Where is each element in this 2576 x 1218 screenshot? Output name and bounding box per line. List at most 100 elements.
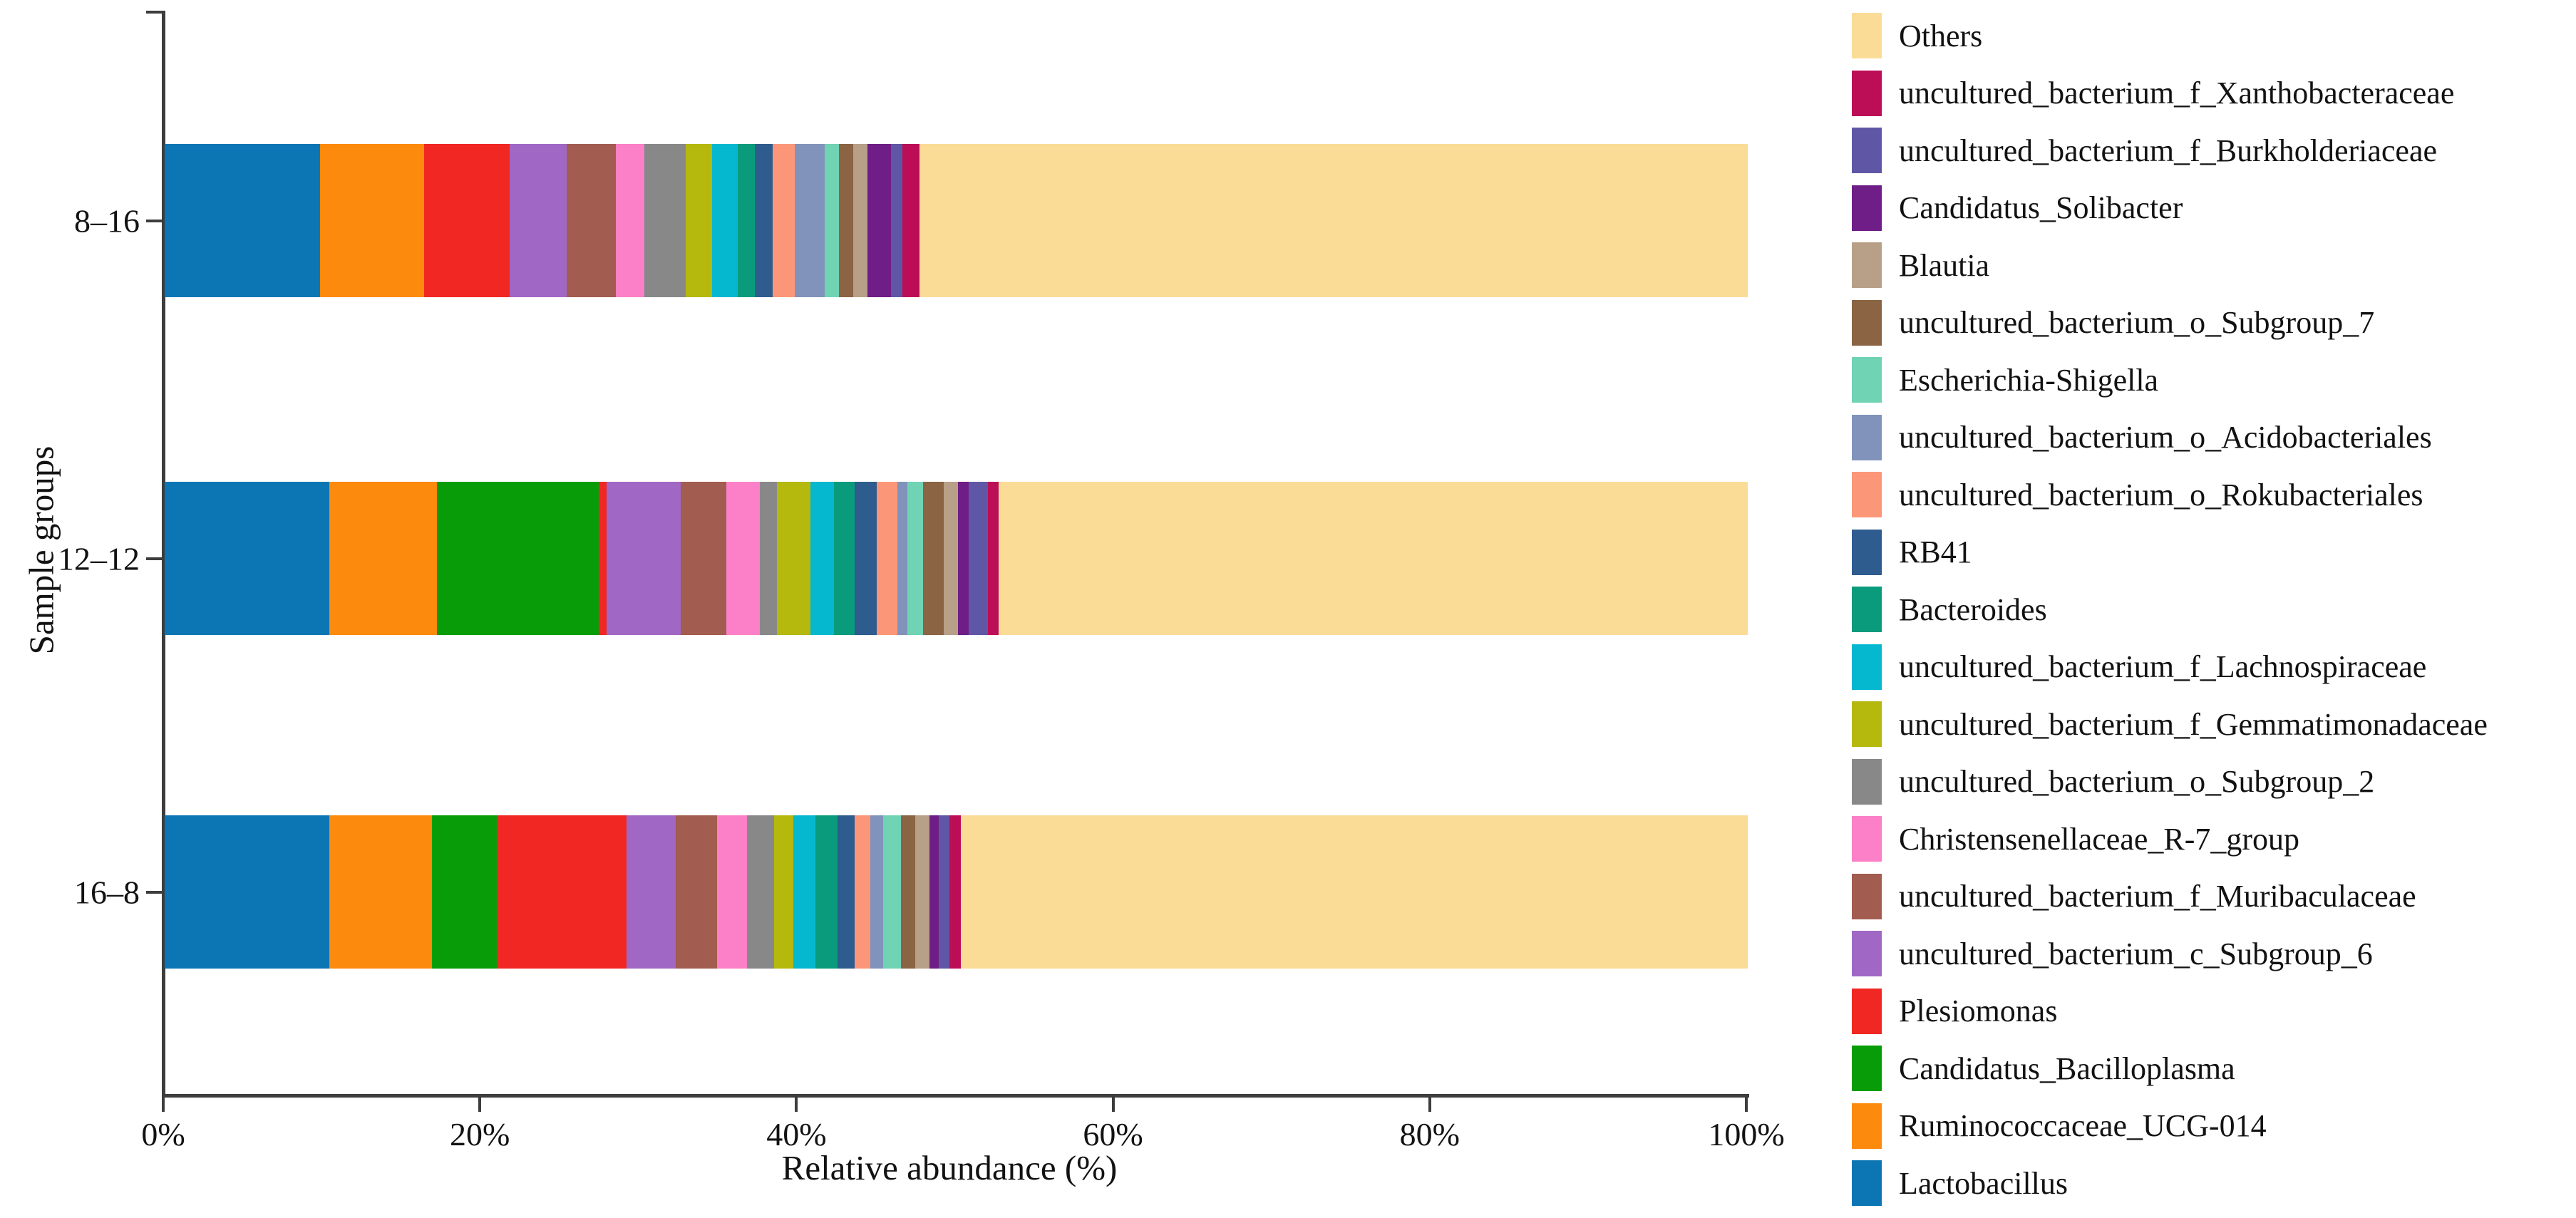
bar-segment-uncultured_bacterium_f_Gemmatimonadaceae — [777, 482, 811, 635]
bar-segment-uncultured_bacterium_o_Rokubacteriales — [772, 144, 795, 297]
legend-swatch-uncultured_bacterium_f_Muribaculaceae — [1852, 873, 1882, 919]
x-tick-label-20%: 20% — [450, 1116, 510, 1152]
bar-segment-Blautia — [943, 482, 958, 635]
legend-swatch-Others — [1852, 13, 1882, 58]
bar-segment-uncultured_bacterium_f_Gemmatimonadaceae — [774, 815, 793, 969]
bar-segment-uncultured_bacterium_f_Muribaculaceae — [567, 144, 616, 297]
bar-segment-Escherichia-Shigella — [907, 482, 923, 635]
legend-swatch-Candidatus_Solibacter — [1852, 185, 1882, 231]
legend-swatch-uncultured_bacterium_f_Lachnospiraceae — [1852, 644, 1882, 690]
bar-segment-Escherichia-Shigella — [883, 815, 901, 969]
legend-item-Escherichia-Shigella: Escherichia-Shigella — [1852, 357, 2158, 403]
bar-segment-uncultured_bacterium_o_Acidobacteriales — [870, 815, 884, 969]
legend-item-uncultured_bacterium_o_Rokubacteriales: uncultured_bacterium_o_Rokubacteriales — [1852, 472, 2423, 517]
legend-swatch-Escherichia-Shigella — [1852, 357, 1882, 403]
bar-segment-uncultured_bacterium_o_Subgroup_2 — [747, 815, 774, 969]
legend-swatch-uncultured_bacterium_o_Rokubacteriales — [1852, 472, 1882, 517]
y-tick-label-16–8: 16–8 — [74, 874, 140, 910]
bar-segment-Christensenellaceae_R-7_group — [717, 815, 748, 969]
legend-item-uncultured_bacterium_f_Xanthobacteraceae: uncultured_bacterium_f_Xanthobacteraceae — [1852, 70, 2455, 116]
x-tick-100% — [1745, 1098, 1748, 1112]
legend-label-uncultured_bacterium_f_Lachnospiraceae: uncultured_bacterium_f_Lachnospiraceae — [1899, 649, 2427, 684]
legend-item-Plesiomonas: Plesiomonas — [1852, 988, 2057, 1034]
legend-item-uncultured_bacterium_f_Muribaculaceae: uncultured_bacterium_f_Muribaculaceae — [1852, 873, 2416, 919]
bar-segment-Others — [919, 144, 1748, 297]
bar-segment-uncultured_bacterium_f_Lachnospiraceae — [712, 144, 738, 297]
bar-segment-Bacteroides — [815, 815, 838, 969]
y-axis-line — [162, 11, 165, 1098]
legend-item-Bacteroides: Bacteroides — [1852, 587, 2047, 632]
bar-segment-Ruminococcaceae_UCG-014 — [329, 482, 437, 635]
legend-item-Candidatus_Bacilloplasma: Candidatus_Bacilloplasma — [1852, 1046, 2235, 1091]
bar-segment-uncultured_bacterium_o_Subgroup_2 — [760, 482, 778, 635]
bar-segment-Others — [961, 815, 1748, 969]
legend-label-RB41: RB41 — [1899, 535, 1972, 569]
bar-segment-Candidatus_Bacilloplasma — [432, 815, 498, 969]
legend-label-Others: Others — [1899, 18, 1983, 53]
legend-label-Christensenellaceae_R-7_group: Christensenellaceae_R-7_group — [1899, 821, 2300, 857]
x-tick-40% — [795, 1098, 798, 1112]
bar-segment-Lactobacillus — [165, 144, 320, 297]
x-tick-60% — [1111, 1098, 1115, 1112]
bar-segment-uncultured_bacterium_o_Rokubacteriales — [877, 482, 898, 635]
legend-item-uncultured_bacterium_f_Lachnospiraceae: uncultured_bacterium_f_Lachnospiraceae — [1852, 644, 2426, 690]
bar-segment-uncultured_bacterium_o_Rokubacteriales — [855, 815, 871, 969]
bar-8–16 — [165, 144, 1748, 297]
y-tick-16–8 — [146, 890, 162, 894]
bar-segment-RB41 — [855, 482, 877, 635]
bar-12–12 — [165, 482, 1748, 635]
y-tick-label-8–16: 8–16 — [74, 202, 140, 239]
legend-label-uncultured_bacterium_f_Xanthobacteraceae: uncultured_bacterium_f_Xanthobacteraceae — [1899, 76, 2455, 110]
legend-item-uncultured_bacterium_f_Burkholderiaceae: uncultured_bacterium_f_Burkholderiaceae — [1852, 128, 2437, 173]
legend-item-Lactobacillus: Lactobacillus — [1852, 1160, 2068, 1206]
bar-segment-Blautia — [915, 815, 929, 969]
legend-swatch-uncultured_bacterium_f_Burkholderiaceae — [1852, 128, 1882, 173]
bar-segment-uncultured_bacterium_f_Muribaculaceae — [680, 482, 727, 635]
legend-swatch-Lactobacillus — [1852, 1160, 1882, 1206]
legend-item-uncultured_bacterium_o_Subgroup_7: uncultured_bacterium_o_Subgroup_7 — [1852, 299, 2375, 346]
bar-segment-RB41 — [837, 815, 855, 969]
bar-segment-Others — [999, 482, 1748, 635]
bar-segment-Escherichia-Shigella — [825, 144, 840, 297]
bar-segment-uncultured_bacterium_f_Gemmatimonadaceae — [685, 144, 713, 297]
legend-item-Ruminococcaceae_UCG-014: Ruminococcaceae_UCG-014 — [1852, 1103, 2267, 1149]
bar-segment-Christensenellaceae_R-7_group — [615, 144, 644, 297]
legend-item-Candidatus_Solibacter: Candidatus_Solibacter — [1852, 185, 2183, 231]
legend-swatch-uncultured_bacterium_o_Subgroup_7 — [1852, 299, 1882, 346]
y-tick-label-12–12: 12–12 — [58, 540, 140, 577]
bar-segment-uncultured_bacterium_f_Xanthobacteraceae — [902, 144, 920, 297]
bar-segment-uncultured_bacterium_f_Burkholderiaceae — [938, 815, 950, 969]
bar-segment-uncultured_bacterium_o_Acidobacteriales — [897, 482, 907, 635]
y-tick-8–16 — [146, 219, 162, 222]
legend-swatch-uncultured_bacterium_c_Subgroup_6 — [1852, 931, 1882, 976]
legend-item-uncultured_bacterium_o_Acidobacteriales: uncultured_bacterium_o_Acidobacteriales — [1852, 414, 2432, 460]
bar-segment-uncultured_bacterium_o_Acidobacteriales — [794, 144, 825, 297]
x-tick-label-40%: 40% — [766, 1116, 827, 1152]
bar-segment-uncultured_bacterium_c_Subgroup_6 — [510, 144, 567, 297]
x-tick-label-60%: 60% — [1083, 1116, 1143, 1152]
x-tick-label-0%: 0% — [141, 1116, 185, 1152]
bar-segment-uncultured_bacterium_o_Subgroup_7 — [900, 815, 915, 969]
legend-swatch-Bacteroides — [1852, 587, 1882, 632]
bar-segment-Ruminococcaceae_UCG-014 — [329, 815, 433, 969]
bar-segment-Christensenellaceae_R-7_group — [726, 482, 761, 635]
x-axis-title: Relative abundance (%) — [781, 1148, 1118, 1187]
legend-label-uncultured_bacterium_o_Rokubacteriales: uncultured_bacterium_o_Rokubacteriales — [1899, 477, 2423, 512]
bar-segment-uncultured_bacterium_f_Xanthobacteraceae — [987, 482, 999, 635]
bar-segment-Ruminococcaceae_UCG-014 — [319, 144, 425, 297]
x-tick-label-100%: 100% — [1708, 1116, 1785, 1152]
bar-segment-uncultured_bacterium_f_Muribaculaceae — [676, 815, 718, 969]
legend-swatch-uncultured_bacterium_f_Xanthobacteraceae — [1852, 70, 1882, 116]
legend-label-uncultured_bacterium_o_Subgroup_7: uncultured_bacterium_o_Subgroup_7 — [1899, 305, 2375, 340]
legend-swatch-Blautia — [1852, 242, 1882, 288]
bar-segment-uncultured_bacterium_f_Lachnospiraceae — [810, 482, 835, 635]
bar-16–8 — [165, 815, 1748, 969]
bar-segment-Bacteroides — [737, 144, 756, 297]
legend-item-Christensenellaceae_R-7_group: Christensenellaceae_R-7_group — [1852, 816, 2299, 862]
bar-segment-Blautia — [853, 144, 868, 297]
bar-segment-Plesiomonas — [424, 144, 510, 297]
bar-segment-RB41 — [755, 144, 773, 297]
legend-swatch-uncultured_bacterium_f_Gemmatimonadaceae — [1852, 701, 1882, 747]
y-axis-top-cap-tick — [146, 11, 162, 14]
legend-label-Candidatus_Solibacter: Candidatus_Solibacter — [1899, 190, 2183, 225]
